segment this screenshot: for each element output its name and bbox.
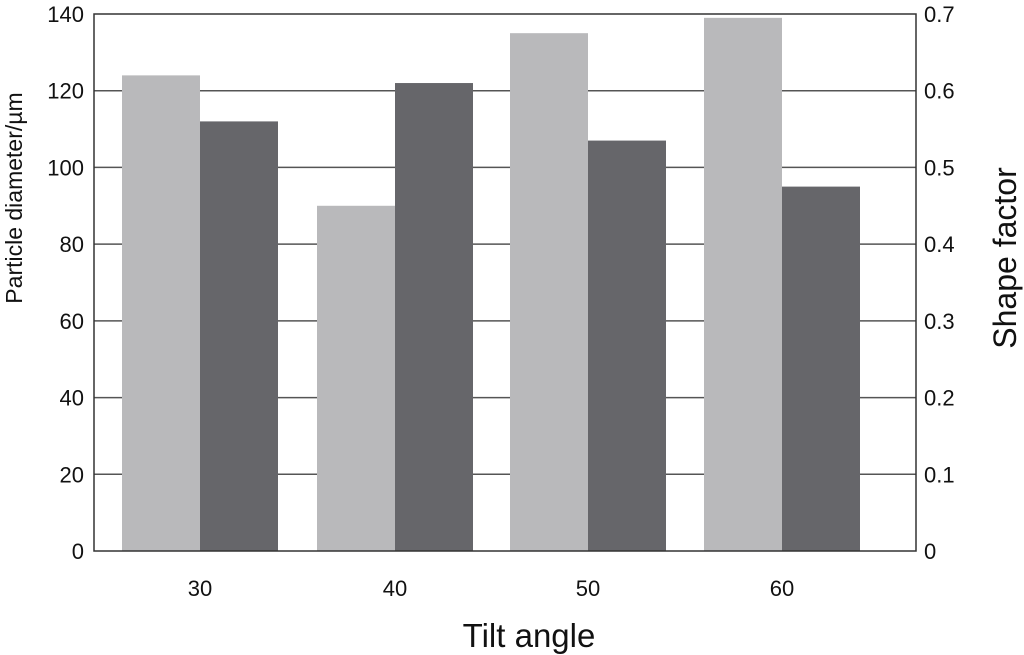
right-axis-title: Shape factor (987, 167, 1023, 349)
right-tick-label: 0.4 (924, 232, 955, 257)
left-axis-title: Particle diameter/µm (1, 92, 27, 303)
left-tick-label: 60 (60, 309, 84, 334)
right-tick-label: 0.2 (924, 386, 955, 411)
particle-diameter-bar (704, 17, 782, 552)
left-tick-label: 40 (60, 386, 84, 411)
left-tick-label: 20 (60, 462, 84, 487)
x-tick-label: 40 (383, 576, 407, 601)
left-tick-label: 120 (47, 79, 84, 104)
left-tick-label: 100 (47, 155, 84, 180)
shape-factor-bar (395, 83, 473, 552)
particle-diameter-bar (122, 75, 200, 551)
x-axis-ticks: 30 40 50 60 (188, 576, 794, 601)
right-tick-label: 0.3 (924, 309, 955, 334)
x-tick-label: 60 (770, 576, 794, 601)
shape-factor-bar (782, 186, 860, 551)
particle-diameter-bar (317, 205, 395, 552)
bars (122, 17, 860, 552)
plot-frame (93, 13, 917, 552)
right-tick-label: 0.5 (924, 155, 955, 180)
right-tick-label: 0.1 (924, 462, 955, 487)
shape-factor-bar (200, 121, 278, 552)
left-tick-label: 80 (60, 232, 84, 257)
left-tick-label: 0 (72, 539, 84, 564)
left-axis-ticks: 0 20 40 60 80 100 120 140 (47, 2, 84, 564)
shape-factor-bar (588, 140, 666, 552)
right-axis-ticks: 0 0.1 0.2 0.3 0.4 0.5 0.6 0.7 (924, 2, 955, 564)
left-tick-label: 140 (47, 2, 84, 27)
right-tick-label: 0.7 (924, 2, 955, 27)
x-tick-label: 30 (188, 576, 212, 601)
x-axis-title: Tilt angle (463, 617, 596, 654)
right-tick-label: 0 (924, 539, 936, 564)
x-tick-label: 50 (576, 576, 600, 601)
right-tick-label: 0.6 (924, 79, 955, 104)
particle-diameter-bar (510, 33, 588, 551)
